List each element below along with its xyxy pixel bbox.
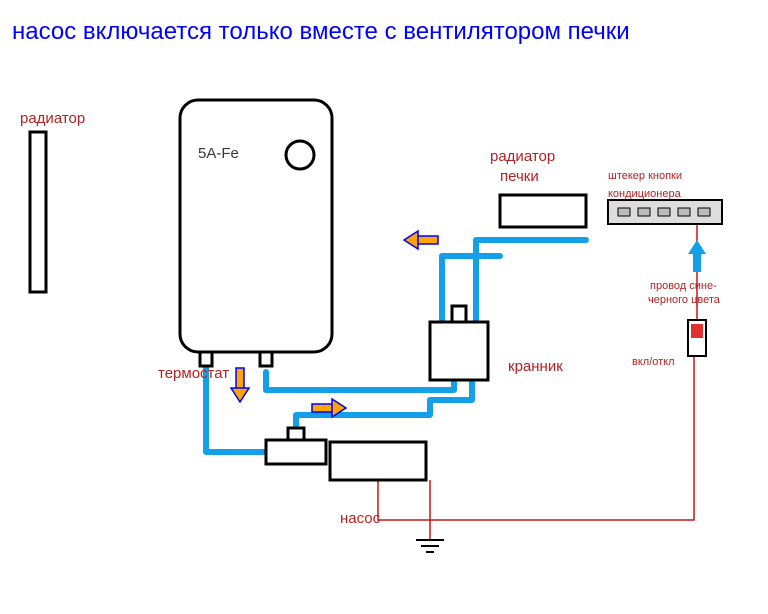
radiator-label: радиатор: [20, 110, 85, 127]
engine-label: 5A-Fe: [198, 145, 239, 162]
thermostat-label: термостат: [158, 365, 229, 382]
valve-label: кранник: [508, 358, 563, 375]
connector-label-1: штекер кнопки: [608, 170, 682, 182]
wire-label-1: провод сине-: [650, 280, 717, 292]
switch-label: вкл/откл: [632, 356, 675, 368]
connector-label-2: кондиционера: [608, 188, 681, 200]
pump-label: насос: [340, 510, 380, 527]
wire-label-2: черного цвета: [648, 294, 720, 306]
heater-radiator-label-1: радиатор: [490, 148, 555, 165]
diagram-title: насос включается только вместе с вентиля…: [12, 18, 630, 46]
heater-radiator-label-2: печки: [500, 168, 539, 185]
